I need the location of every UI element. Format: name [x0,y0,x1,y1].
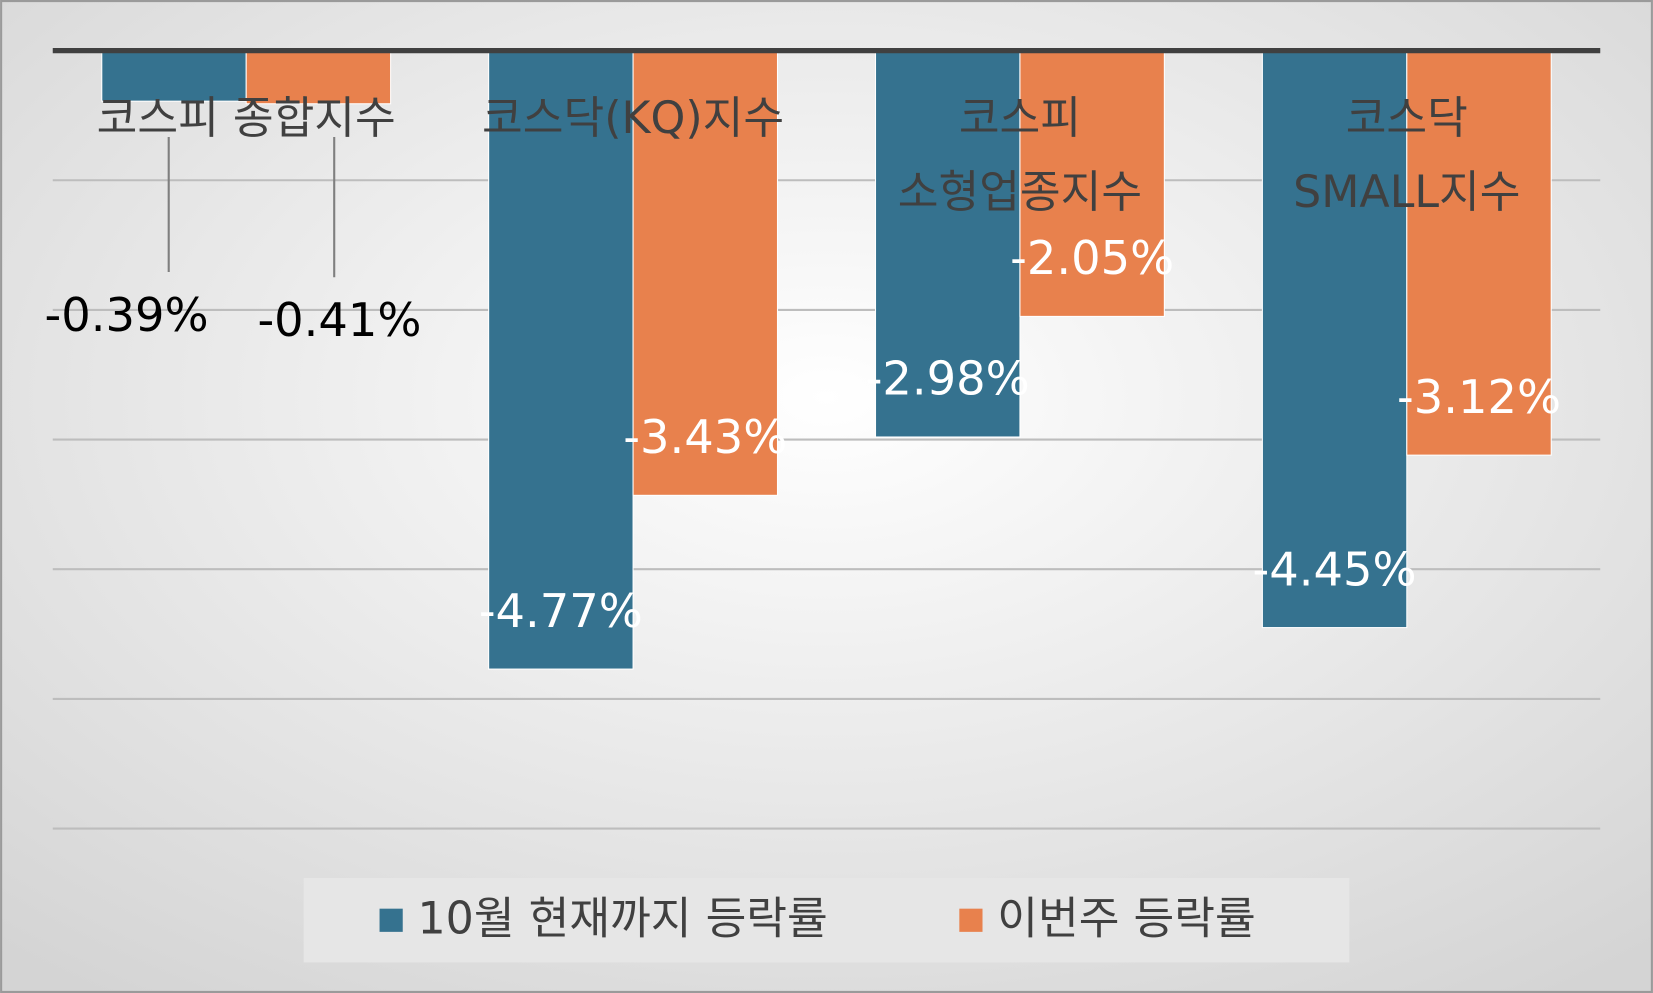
bar [1019,50,1165,317]
value-label: -4.45% [1253,542,1417,596]
bar [874,50,1021,438]
legend-label: 10월 현재까지 등락률 [417,893,827,944]
value-label: -3.12% [1397,370,1561,424]
value-label: -3.43% [623,410,787,464]
x-tick-label: 코스닥 SMALL지수 [1293,93,1520,218]
value-label: -0.39% [45,288,209,342]
value-label: -0.41% [257,293,421,347]
legend-label: 이번주 등락률 [997,893,1255,944]
bar [488,50,634,670]
bar [632,50,779,496]
value-label: -4.77% [479,584,643,638]
value-label: -2.05% [1010,231,1174,285]
legend-box [303,878,1350,963]
x-tick-label: 코스피 소형업종지수 [898,93,1142,218]
value-label: -2.98% [866,352,1030,406]
bar [101,50,247,102]
bar [245,50,392,105]
bar [1261,50,1408,629]
x-tick-label: 코스닥(KQ)지수 [482,93,784,144]
legend-marker [959,908,983,932]
bar [1406,50,1552,456]
x-tick-label: 코스피 종합지수 [97,93,396,144]
legend-marker [379,908,403,932]
